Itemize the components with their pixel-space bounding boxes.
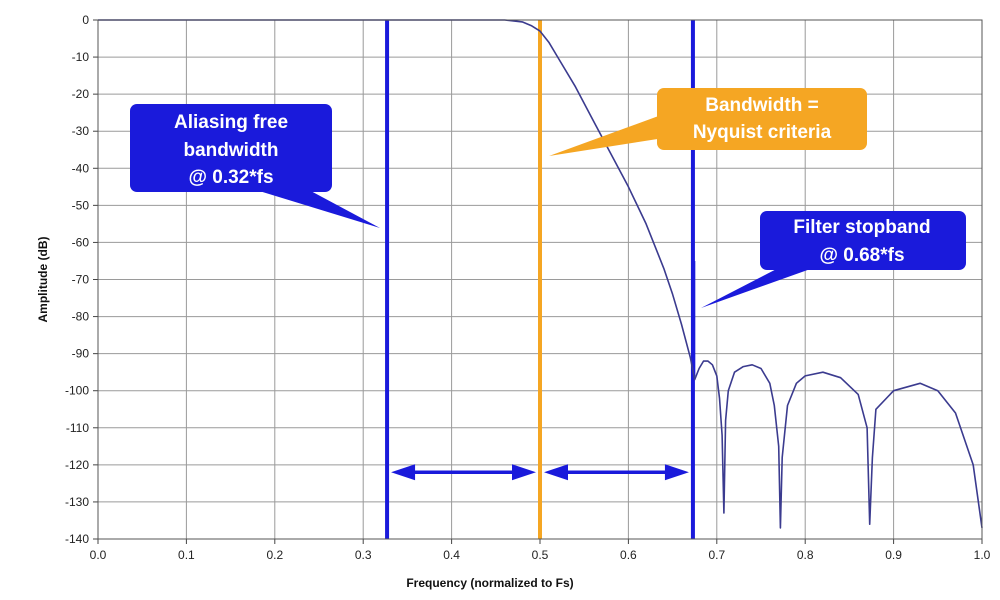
x-tick-label: 0.5 [532,548,549,562]
callout-stopband-line-2: @ 0.68*fs [819,245,904,266]
y-tick-label: -60 [72,235,90,249]
x-tick-label: 0.1 [178,548,195,562]
y-tick-label: -80 [72,310,90,324]
y-axis-title: Amplitude (dB) [36,237,50,323]
x-tick-label: 0.8 [797,548,814,562]
y-tick-label: 0 [82,13,89,27]
callout-stopband-pointer [701,262,830,308]
y-tick-label: -70 [72,273,90,287]
y-tick-label: -50 [72,198,90,212]
y-tick-label: -140 [65,532,89,546]
y-tick-label: -10 [72,50,90,64]
x-tick-label: 0.0 [90,548,107,562]
callout-aliasing-line-3: @ 0.32*fs [188,167,273,188]
series [98,19,983,529]
callout-nyquist-pointer [549,114,664,156]
callout-stopband-line-1: Filter stopband [793,217,930,238]
x-tick-label: 0.7 [708,548,725,562]
y-tick-label: -30 [72,124,90,138]
callout-nyquist-line-1: Bandwidth = [705,95,818,116]
callout-nyquist: Bandwidth = Nyquist criteria [549,88,867,156]
x-axis-title: Frequency (normalized to Fs) [406,576,573,590]
callout-stopband: Filter stopband @ 0.68*fs [701,211,966,308]
callout-aliasing-line-1: Aliasing free [174,112,288,133]
y-tick-label: -110 [66,421,89,435]
y-tick-label: -130 [65,495,89,509]
callout-nyquist-line-2: Nyquist criteria [693,122,832,143]
x-tick-label: 0.2 [266,548,283,562]
callout-nyquist-box [657,88,867,150]
y-tick-label: -90 [72,347,90,361]
range-arrows [391,464,689,481]
x-tick-label: 0.4 [443,548,460,562]
callout-aliasing-pointer [230,182,380,228]
y-tick-label: -20 [72,87,90,101]
series-line-filter-response [98,19,983,529]
y-tick-label: -40 [72,161,90,175]
x-tick-label: 0.9 [885,548,902,562]
y-tick-label: -100 [65,384,89,398]
callout-aliasing-box [130,104,332,192]
y-tick-label: -120 [65,458,89,472]
x-tick-label: 0.6 [620,548,637,562]
plot-border [97,19,983,540]
callout-aliasing-line-2: bandwidth [184,140,279,161]
callout-stopband-box [760,211,966,270]
callout-aliasing-free: Aliasing free bandwidth @ 0.32*fs [130,104,380,228]
range-arrow [391,464,536,481]
axes: 0.0 0.1 0.2 0.3 0.4 0.5 0.6 0.7 0.8 0.9 1.0 0 -10 -20… [36,13,991,590]
range-arrow [544,464,689,481]
x-tick-label: 1.0 [974,548,991,562]
x-tick-label: 0.3 [355,548,372,562]
